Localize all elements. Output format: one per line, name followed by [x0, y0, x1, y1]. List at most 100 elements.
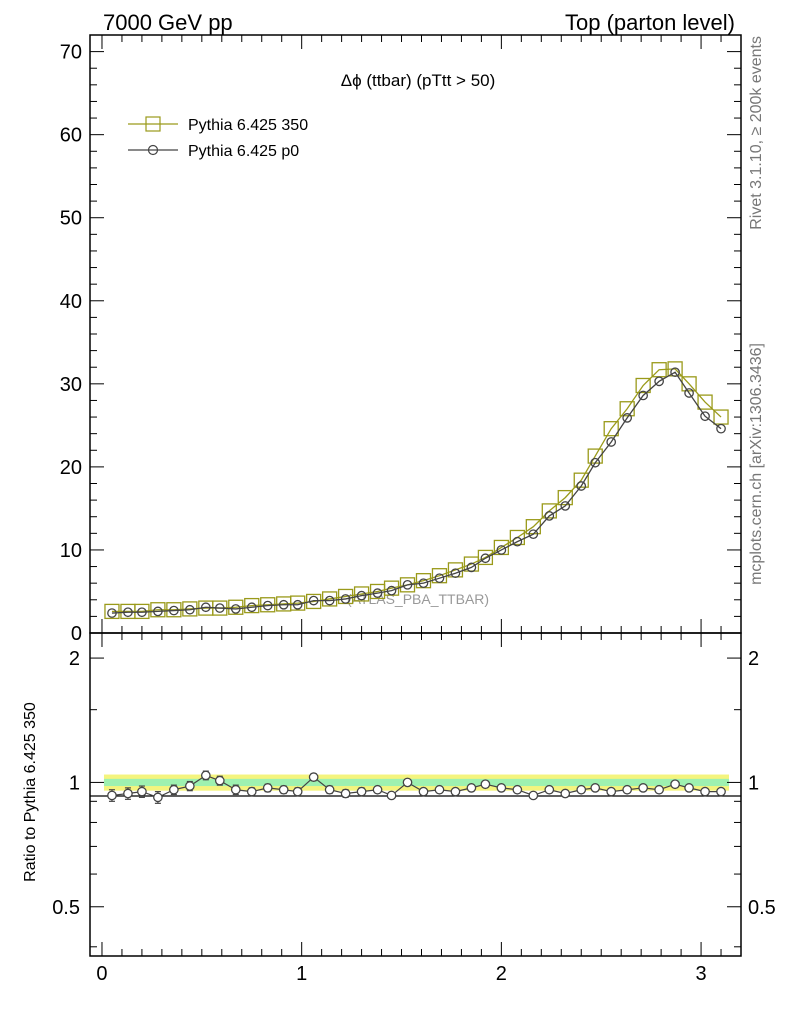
data-point-p0 [496, 545, 507, 555]
data-point-p0 [262, 600, 273, 611]
ratio-ytick-label-right: 0.5 [748, 897, 776, 919]
ratio-point-p0 [308, 772, 319, 782]
data-point-350 [509, 529, 525, 546]
ratio-plot-frame [89, 632, 742, 957]
data-point-p0 [576, 481, 587, 491]
ratio-band-inner [103, 778, 730, 787]
data-point-p0 [622, 413, 633, 423]
ratio-point-p0 [107, 790, 117, 801]
ratio-line-p0 [111, 774, 722, 799]
ratio-point-p0 [512, 784, 523, 795]
legend-label-350: Pythia 6.425 350 [188, 117, 308, 134]
ratio-point-p0 [528, 790, 539, 801]
data-point-p0 [544, 511, 555, 521]
ratio-point-p0 [402, 777, 413, 788]
ratio-point-p0 [684, 783, 694, 793]
ratio-point-p0 [184, 781, 195, 791]
data-point-p0 [292, 599, 303, 610]
ratio-point-p0 [340, 788, 351, 799]
legend-marker-350 [145, 116, 161, 132]
data-point-p0 [670, 367, 680, 378]
data-point-p0 [480, 553, 491, 564]
ratio-ytick-label: 0.5 [52, 897, 80, 919]
data-point-p0 [590, 457, 601, 468]
main-ytick-label: 40 [60, 291, 82, 313]
header-left: 7000 GeV pp [103, 10, 233, 35]
data-point-p0 [606, 437, 617, 447]
ratio-point-p0 [496, 783, 507, 793]
data-point-p0 [137, 607, 147, 618]
data-point-p0 [184, 604, 195, 615]
data-point-350 [635, 377, 651, 394]
ratio-point-p0 [123, 788, 133, 799]
ratio-point-p0 [560, 788, 571, 799]
ratio-point-p0 [544, 784, 555, 795]
data-point-p0 [107, 608, 117, 618]
data-point-p0 [638, 390, 649, 401]
ratio-point-p0 [372, 784, 383, 795]
data-point-p0 [340, 594, 351, 604]
main-ytick-label: 70 [60, 42, 82, 64]
ratio-point-p0 [450, 786, 461, 797]
data-point-p0 [386, 585, 397, 596]
data-point-p0 [528, 529, 539, 540]
ratio-point-p0 [622, 784, 633, 795]
ratio-point-p0 [418, 786, 429, 797]
ratio-ytick-label: 1 [69, 772, 80, 794]
ratio-point-p0 [638, 783, 649, 793]
ratio-point-p0 [356, 786, 367, 797]
data-point-p0 [169, 605, 179, 616]
xtick-label: 0 [96, 963, 107, 985]
xtick-label: 1 [296, 963, 307, 985]
ratio-ylabel: Ratio to Pythia 6.425 350 [22, 702, 39, 882]
ratio-ytick-label-right: 1 [748, 772, 759, 794]
data-point-p0 [434, 573, 445, 584]
legend-label-p0: Pythia 6.425 p0 [188, 143, 299, 160]
data-point-350 [228, 599, 244, 615]
data-point-350 [321, 591, 338, 607]
main-ytick-label: 0 [71, 623, 82, 645]
ratio-ytick-label: 2 [69, 648, 80, 670]
mcplots-source-label: mcplots.cern.ch [arXiv:1306.3436] [748, 343, 765, 585]
ratio-point-p0 [670, 779, 680, 790]
xtick-label: 3 [695, 963, 706, 985]
main-ytick-label: 60 [60, 125, 82, 147]
data-point-p0 [278, 599, 289, 610]
chart-title: Δϕ (ttbar) (pTtt > 50) [341, 71, 496, 90]
ratio-point-p0 [590, 783, 601, 793]
ratio-point-p0 [169, 784, 179, 795]
data-point-350 [104, 603, 120, 620]
data-point-350 [681, 376, 697, 392]
main-ytick-label: 10 [60, 540, 82, 562]
xtick-label: 2 [496, 963, 507, 985]
data-point-p0 [324, 595, 335, 606]
main-ytick-label: 50 [60, 208, 82, 230]
data-point-p0 [200, 602, 211, 613]
data-point-p0 [372, 588, 383, 598]
ratio-point-p0 [137, 786, 147, 797]
ratio-point-p0 [262, 783, 273, 793]
ratio-point-p0 [654, 784, 664, 795]
ratio-point-p0 [246, 786, 257, 797]
main-ytick-label: 30 [60, 374, 82, 396]
ratio-point-p0 [576, 784, 587, 795]
main-ytick-label: 20 [60, 457, 82, 479]
data-point-p0 [153, 606, 163, 617]
data-point-p0 [230, 604, 241, 614]
data-point-p0 [700, 411, 710, 422]
legend: Pythia 6.425 350 Pythia 6.425 p0 [128, 116, 308, 160]
watermark-label: (ATLAS_PBA_TTBAR) [347, 591, 489, 607]
data-point-p0 [402, 579, 413, 590]
ratio-point-p0 [606, 786, 617, 797]
ratio-point-p0 [230, 784, 241, 795]
header-right: Top (parton level) [565, 10, 735, 35]
data-point-p0 [214, 603, 225, 613]
data-point-350 [697, 394, 713, 410]
ratio-point-p0 [292, 786, 303, 797]
main-plot-panel: 0 10 20 30 40 50 60 70 (ATLAS_PBA_TTBAR) Δϕ (tt… [60, 34, 742, 645]
ratio-point-p0 [434, 784, 445, 795]
legend-marker-p0 [147, 144, 159, 156]
data-point-p0 [246, 602, 257, 613]
data-point-350 [477, 549, 494, 566]
